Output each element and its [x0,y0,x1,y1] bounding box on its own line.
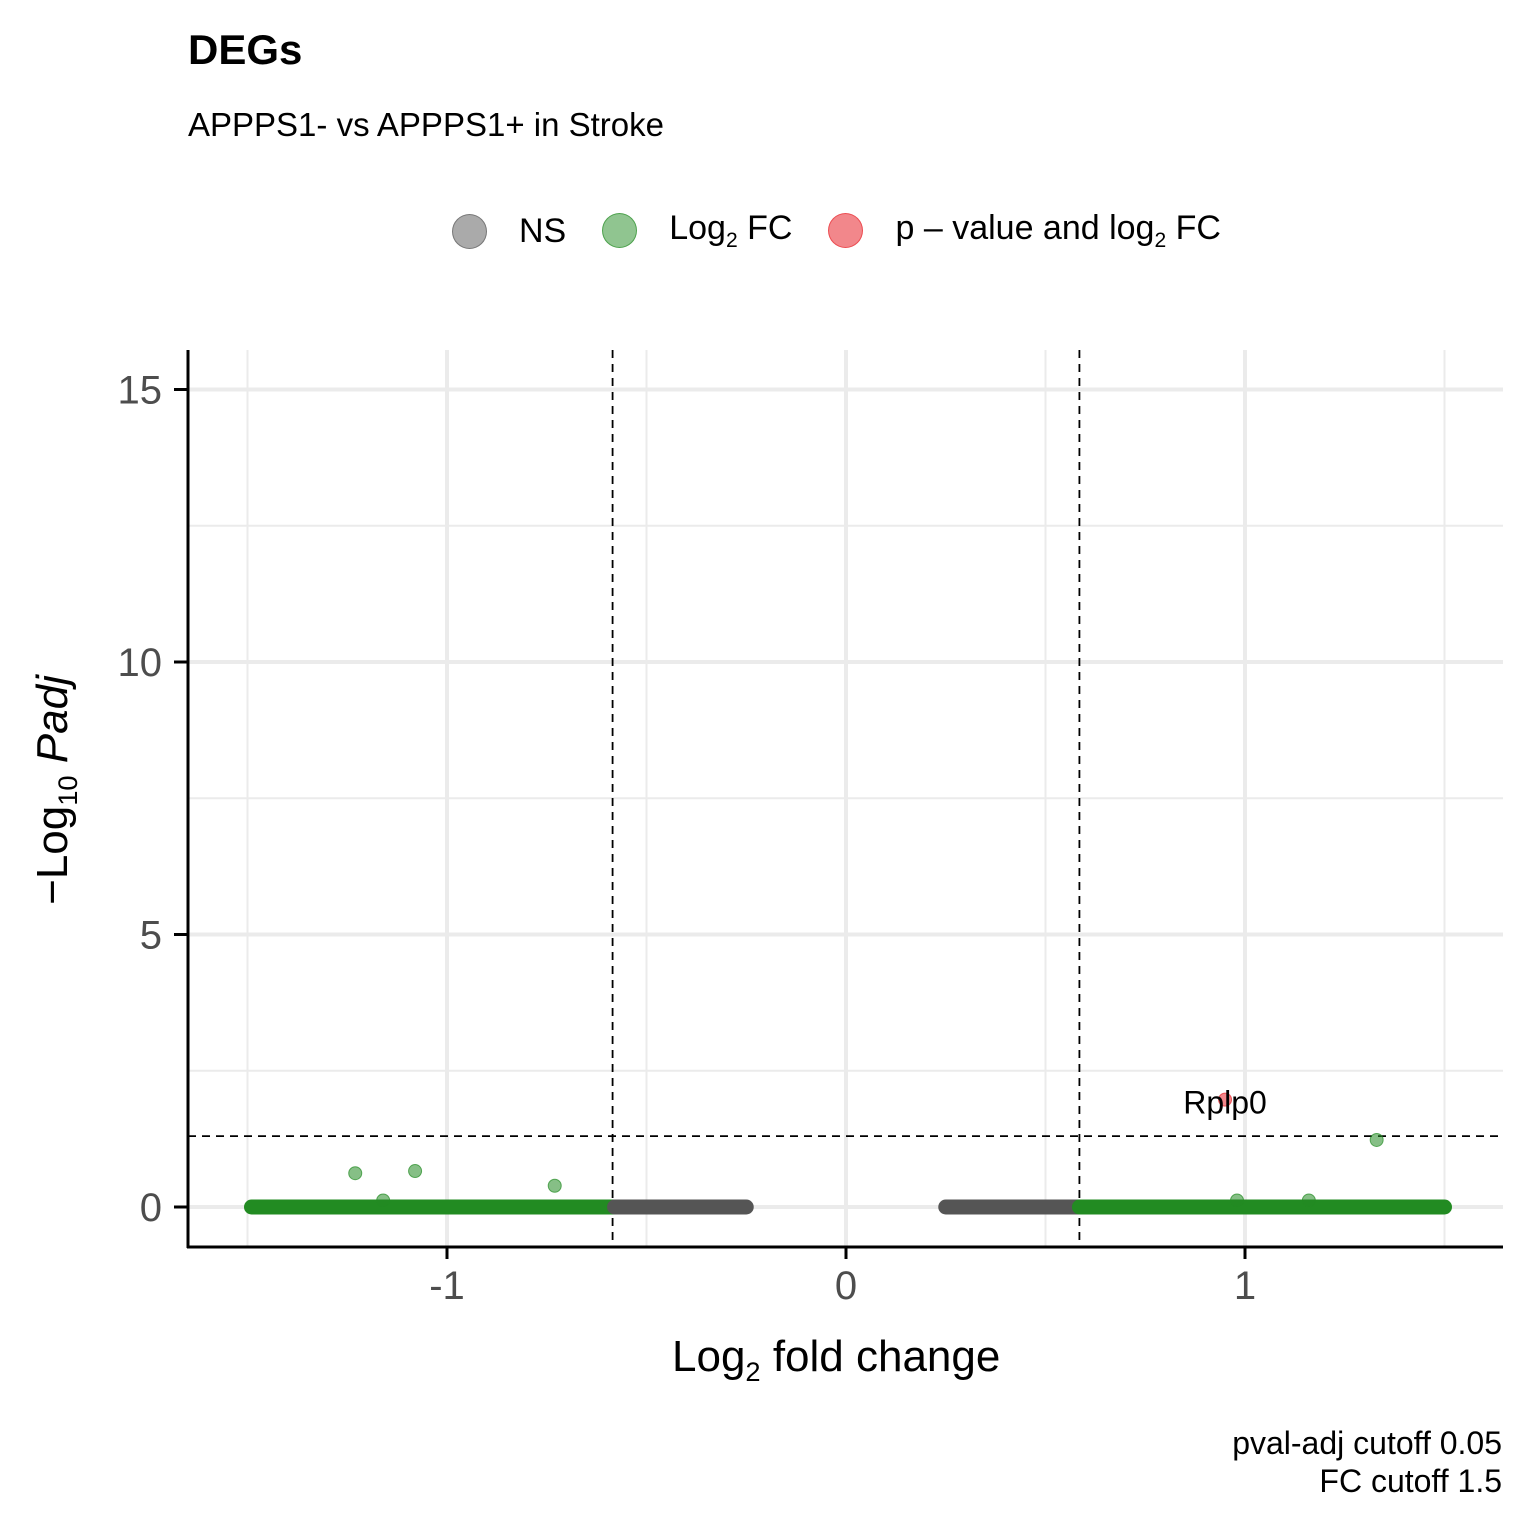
legend-item-pvalue-and-log2fc: p – value and log2 FC [828,209,1221,253]
caption-pval-cutoff: pval-adj cutoff 0.05 [1232,1425,1502,1461]
gene-label-0: Rplp0 [1183,1085,1267,1121]
legend: NS Log2 FC p – value and log2 FC [452,205,1257,257]
caption: pval-adj cutoff 0.05 FC cutoff 1.5 [1232,1424,1502,1500]
point-fc-6 [1369,1132,1384,1147]
point-fc-1 [408,1164,423,1179]
point-fc-5 [1301,1193,1316,1208]
legend-item-ns: NS [452,212,566,251]
legend-label-ns: NS [519,211,567,250]
legend-label-log2fc: Log2 FC [669,209,793,252]
point-fc-3 [376,1193,391,1208]
legend-key-pvalue-and-log2fc [828,213,864,249]
legend-key-log2fc [602,213,638,249]
point-fc-4 [1230,1193,1245,1208]
chart-subtitle: APPPS1- vs APPPS1+ in Stroke [188,106,664,143]
point-fc-0 [348,1166,363,1181]
legend-key-ns [452,213,487,249]
caption-fc-cutoff: FC cutoff 1.5 [1319,1463,1502,1499]
point-fc-2 [547,1178,562,1193]
legend-item-log2fc: Log2 FC [602,209,792,253]
x-tick-label-1: 0 [835,1264,857,1308]
y-tick-label-3: 15 [118,369,163,413]
y-axis-title: −Log10 Padj [28,675,83,905]
legend-label-pvalue-and-log2fc: p – value and log2 FC [895,209,1221,252]
x-tick-label-0: -1 [429,1264,465,1308]
point-both-0 [1218,1092,1233,1107]
chart-title: DEGs [188,26,303,73]
y-tick-label-2: 10 [118,641,163,685]
x-tick-label-2: 1 [1234,1264,1256,1308]
y-tick-label-0: 0 [140,1186,162,1230]
x-axis-title: Log2 fold change [672,1332,1001,1387]
y-tick-label-1: 5 [140,914,162,958]
